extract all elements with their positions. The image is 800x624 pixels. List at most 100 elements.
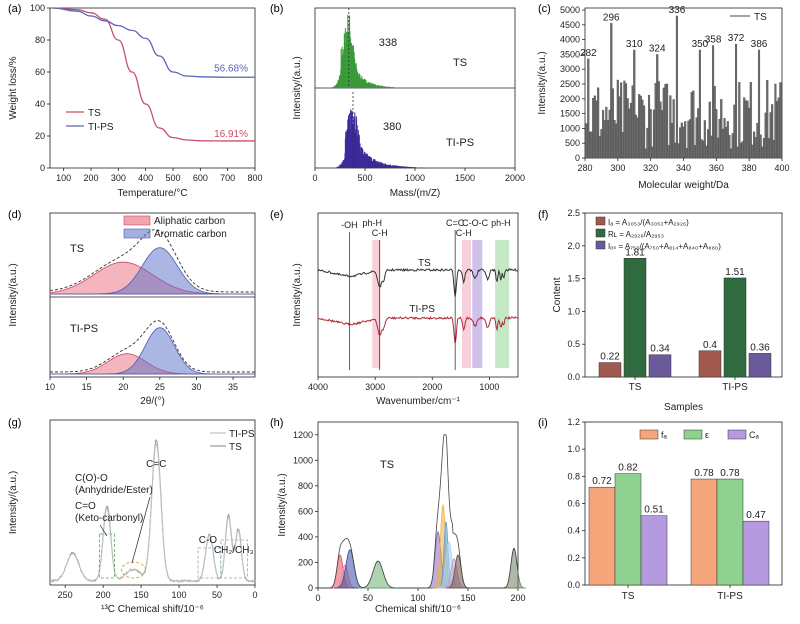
- legend-swatch: [595, 240, 606, 250]
- panel-h-sample-label: TS: [380, 459, 394, 471]
- panel-label-b: (b): [270, 3, 283, 15]
- ftir-band-phH: [372, 240, 381, 368]
- panel-d-x-tick-label: 30: [191, 382, 201, 392]
- legend-label: Aliphatic carbon: [154, 216, 225, 227]
- panel-label-h: (h): [270, 417, 283, 429]
- panel-f-content-bars: 0.0 0.5 1.0 1.5 2.0 2.5 Samples Content TS 0.22 1.…: [552, 208, 783, 413]
- legend-label: TI-PS: [88, 122, 114, 133]
- panel-a-x-tick-label: 700: [220, 173, 235, 183]
- panel-e-y-axis-label: Intensity/(a.u.): [292, 263, 303, 326]
- ms-peak-label: 338: [379, 37, 397, 49]
- panel-label-e: (e): [270, 209, 283, 221]
- legend-label: Iₒₛ = A₇₅₀/(A₇₅₀+A₈₁₄+A₈₄₀+A₈₈₀): [608, 242, 721, 251]
- mw-peak-label: 350: [692, 39, 709, 50]
- panel-a-y-tick-label: 80: [35, 35, 45, 45]
- panel-c-x-tick-label: 320: [643, 163, 658, 173]
- ftir-band-label: C-H: [456, 228, 472, 238]
- bar-value-label: 0.47: [746, 510, 766, 521]
- nmr-annotation: (Anhydride/Ester): [75, 485, 153, 496]
- mw-bar: [779, 82, 782, 159]
- panel-i-y-tick-label: 0.6: [567, 499, 580, 509]
- mw-peak-label: 310: [626, 39, 643, 50]
- ftir-band-ch: [462, 240, 471, 368]
- panel-i-structure-bars: 0.0 0.2 0.4 0.6 0.8 1.0 1.2 TS 0.72 0.82 0.51 TI-PS…: [567, 417, 783, 602]
- panel-f-axes-frame: [584, 212, 783, 378]
- panel-g-x-tick-label: 100: [172, 590, 187, 600]
- panel-c-molecular-weight: 280 300 320 340 360 380 4000500100015002000250…: [537, 5, 790, 191]
- bar-rl: [623, 258, 647, 378]
- panel-c-x-axis-label: Molecular weight/Da: [638, 180, 729, 191]
- annotation-residue-ts: 16.91%: [214, 129, 248, 140]
- panel-g-x-tick-label: 0: [252, 590, 257, 600]
- panel-h-y-tick-label: 200: [298, 557, 313, 567]
- nmr-region-ch: [220, 539, 248, 579]
- tga-curve-ti-ps: [52, 7, 255, 78]
- panel-c-x-tick-label: 300: [610, 163, 625, 173]
- ftir-band-coc: [472, 240, 483, 368]
- bar-value-label: 0.34: [650, 344, 670, 355]
- mw-bar: [759, 134, 762, 159]
- mw-bar: [666, 83, 669, 159]
- panel-i-category-label: TI-PS: [717, 591, 743, 602]
- legend-label: TS: [229, 442, 242, 453]
- panel-f-y-tick-label: 2.5: [567, 208, 580, 218]
- mw-bar: [672, 99, 675, 159]
- panel-a-x-tick-label: 300: [111, 173, 126, 183]
- mw-bar: [684, 121, 687, 159]
- panel-g-x-tick-label: 250: [58, 590, 73, 600]
- tga-curve-ts: [52, 7, 255, 142]
- panel-b-x-tick-label: 0: [312, 173, 317, 183]
- panel-i-y-tick-label: 0.0: [567, 580, 580, 590]
- panel-e-x-tick-label: 2000: [422, 382, 442, 392]
- panel-b-y-axis-label: Intensity/(a.u.): [292, 56, 303, 119]
- legend-swatch-aliphatic: [123, 215, 151, 226]
- panel-f-category-label: TI-PS: [722, 382, 748, 393]
- panel-a-x-tick-label: 100: [56, 173, 71, 183]
- panel-f-y-tick-label: 1.5: [567, 274, 580, 284]
- panel-a-y-tick-label: 40: [35, 99, 45, 109]
- ftir-band-label: C-H: [372, 228, 388, 238]
- panel-a-y-tick-label: 20: [35, 131, 45, 141]
- bar-ca: [640, 515, 668, 586]
- panel-b-x-tick-label: 1500: [455, 173, 475, 183]
- panel-a-axes-frame: [49, 7, 256, 169]
- panel-c-y-tick-label: 5000: [560, 5, 580, 15]
- mw-bar: [597, 87, 600, 159]
- panel-i-y-tick-label: 0.8: [567, 471, 580, 481]
- ftir-band-phH2: [495, 240, 510, 368]
- panel-c-y-tick-label: 1000: [560, 123, 580, 133]
- nmr-annotation: C=O: [75, 501, 96, 512]
- bar-value-label: 0.36: [750, 342, 770, 353]
- panel-i-y-tick-label: 1.2: [567, 417, 580, 427]
- panel-h-nmr-fit: 0 50 100 150 200 0 200 400 600 800 1000 1200 Chemica…: [277, 421, 526, 615]
- panel-label-i: (i): [538, 417, 548, 429]
- panel-e-ftir: 4000 3000 2000 1000 Wavenumber/cm⁻¹ Intensity…: [292, 212, 519, 407]
- mw-peak-label: 296: [603, 12, 620, 23]
- mw-bar: [692, 90, 695, 159]
- mw-bar: [620, 82, 623, 159]
- mw-peak-label: 282: [580, 48, 597, 59]
- panel-c-y-tick-label: 4000: [560, 35, 580, 45]
- ftir-label-ts: TS: [418, 258, 431, 269]
- panel-b-mass-spectrum: 0 500 1000 1500 2000 Mass/(m/Z) Intensity/(a.u…: [292, 7, 525, 199]
- legend-label: Rʟ = A₂₉₂₆/A₂₉₅₃: [608, 230, 664, 239]
- ftir-band-label: -OH: [341, 220, 358, 230]
- bar-epsilon: [716, 478, 744, 586]
- bar-ios: [648, 354, 672, 378]
- bar-fa: [690, 478, 718, 586]
- mw-bar: [738, 82, 741, 159]
- mw-bar: [720, 99, 723, 159]
- panel-e-x-axis-label: Wavenumber/cm⁻¹: [376, 396, 460, 407]
- panel-a-tga: 100 200 300 400 500 600 700 800 0 20 40 60 80 100 Temp…: [8, 3, 263, 199]
- panel-d-axes-frame: [49, 212, 256, 378]
- legend-label: Iₐ = A₃₀₅₃/(A₃₀₅₃+A₂₉₂₆): [608, 218, 689, 227]
- panel-a-x-tick-label: 800: [247, 173, 262, 183]
- nmr-annotation: (Keto-carbonyl): [75, 513, 143, 524]
- nmr-fit-component: [358, 560, 398, 589]
- panel-h-y-tick-label: 400: [298, 532, 313, 542]
- legend-label: Cₐ: [749, 430, 759, 440]
- mw-bar: [757, 49, 761, 159]
- panel-h-y-axis-label: Intensity/(a.u.): [277, 473, 288, 536]
- panel-c-y-tick-label: 0: [575, 153, 580, 163]
